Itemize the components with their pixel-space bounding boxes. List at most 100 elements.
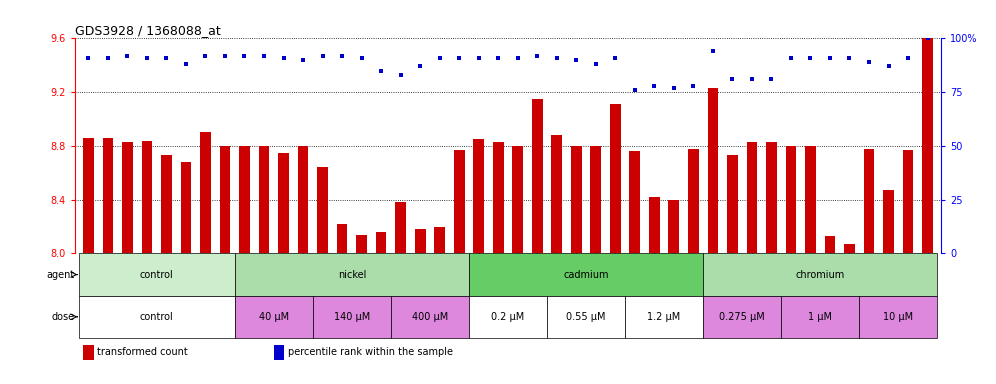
Point xyxy=(138,55,154,61)
Bar xyxy=(707,88,718,253)
Text: 1.2 μM: 1.2 μM xyxy=(647,312,680,322)
Point xyxy=(490,55,506,61)
Point xyxy=(178,61,194,67)
Text: transformed count: transformed count xyxy=(98,348,188,358)
Point xyxy=(295,57,311,63)
Point xyxy=(822,55,838,61)
Point xyxy=(842,55,858,61)
Point xyxy=(374,68,389,74)
Text: cadmium: cadmium xyxy=(564,270,609,280)
Bar xyxy=(239,146,250,253)
Point xyxy=(276,55,292,61)
Bar xyxy=(532,99,543,253)
Bar xyxy=(141,141,152,253)
Bar xyxy=(610,104,621,253)
Bar xyxy=(845,244,855,253)
Text: 10 μM: 10 μM xyxy=(883,312,913,322)
Point xyxy=(608,55,623,61)
Bar xyxy=(219,146,230,253)
Bar xyxy=(454,150,464,253)
Point xyxy=(451,55,467,61)
Bar xyxy=(902,150,913,253)
Point xyxy=(256,53,272,59)
Point xyxy=(81,55,97,61)
Bar xyxy=(469,296,547,338)
Bar xyxy=(84,345,94,360)
Bar xyxy=(883,190,893,253)
Bar xyxy=(473,139,484,253)
Bar xyxy=(649,197,659,253)
Point xyxy=(861,59,876,65)
Bar xyxy=(668,200,679,253)
Bar xyxy=(103,138,114,253)
Point xyxy=(412,63,428,70)
Bar xyxy=(434,227,445,253)
Text: 40 μM: 40 μM xyxy=(259,312,289,322)
Point xyxy=(744,76,760,82)
Text: control: control xyxy=(139,312,173,322)
Point xyxy=(705,48,721,55)
Text: nickel: nickel xyxy=(338,270,366,280)
Bar xyxy=(200,132,211,253)
Point xyxy=(217,53,233,59)
Bar xyxy=(571,146,582,253)
Bar xyxy=(703,253,937,296)
Point xyxy=(158,55,174,61)
Point xyxy=(197,53,213,59)
Bar xyxy=(390,296,469,338)
Bar xyxy=(805,146,816,253)
Bar xyxy=(278,152,289,253)
Text: 0.2 μM: 0.2 μM xyxy=(491,312,525,322)
Point xyxy=(783,55,799,61)
Bar xyxy=(547,296,625,338)
Point xyxy=(666,85,682,91)
Bar xyxy=(786,146,797,253)
Bar xyxy=(274,345,285,360)
Bar xyxy=(337,224,348,253)
Text: 0.275 μM: 0.275 μM xyxy=(719,312,765,322)
Bar xyxy=(766,142,777,253)
Bar xyxy=(629,151,640,253)
Bar xyxy=(235,296,313,338)
Point xyxy=(315,53,331,59)
Point xyxy=(880,63,896,70)
Point xyxy=(529,53,545,59)
Bar xyxy=(180,162,191,253)
Bar xyxy=(493,142,504,253)
Text: chromium: chromium xyxy=(796,270,845,280)
Bar xyxy=(83,138,94,253)
Bar xyxy=(727,155,738,253)
Bar xyxy=(512,146,523,253)
Point xyxy=(646,83,662,89)
Bar xyxy=(313,296,390,338)
Point xyxy=(120,53,135,59)
Point xyxy=(392,72,408,78)
Point xyxy=(764,76,780,82)
Text: 0.55 μM: 0.55 μM xyxy=(567,312,606,322)
Bar xyxy=(469,253,703,296)
Text: agent: agent xyxy=(47,270,75,280)
Bar xyxy=(860,296,937,338)
Bar xyxy=(552,135,562,253)
Bar xyxy=(414,229,425,253)
Bar xyxy=(688,149,699,253)
Point xyxy=(510,55,526,61)
Bar xyxy=(703,296,781,338)
Bar xyxy=(747,142,757,253)
Bar xyxy=(161,155,171,253)
Bar xyxy=(317,167,328,253)
Text: percentile rank within the sample: percentile rank within the sample xyxy=(288,348,453,358)
Point xyxy=(100,55,116,61)
Point xyxy=(471,55,487,61)
Bar xyxy=(123,142,132,253)
Bar xyxy=(395,202,406,253)
Text: control: control xyxy=(139,270,173,280)
Point xyxy=(724,76,740,82)
Point xyxy=(354,55,370,61)
Bar xyxy=(781,296,860,338)
Bar xyxy=(357,235,367,253)
Bar xyxy=(591,146,602,253)
Text: dose: dose xyxy=(52,312,75,322)
Point xyxy=(549,55,565,61)
Text: GDS3928 / 1368088_at: GDS3928 / 1368088_at xyxy=(75,24,220,37)
